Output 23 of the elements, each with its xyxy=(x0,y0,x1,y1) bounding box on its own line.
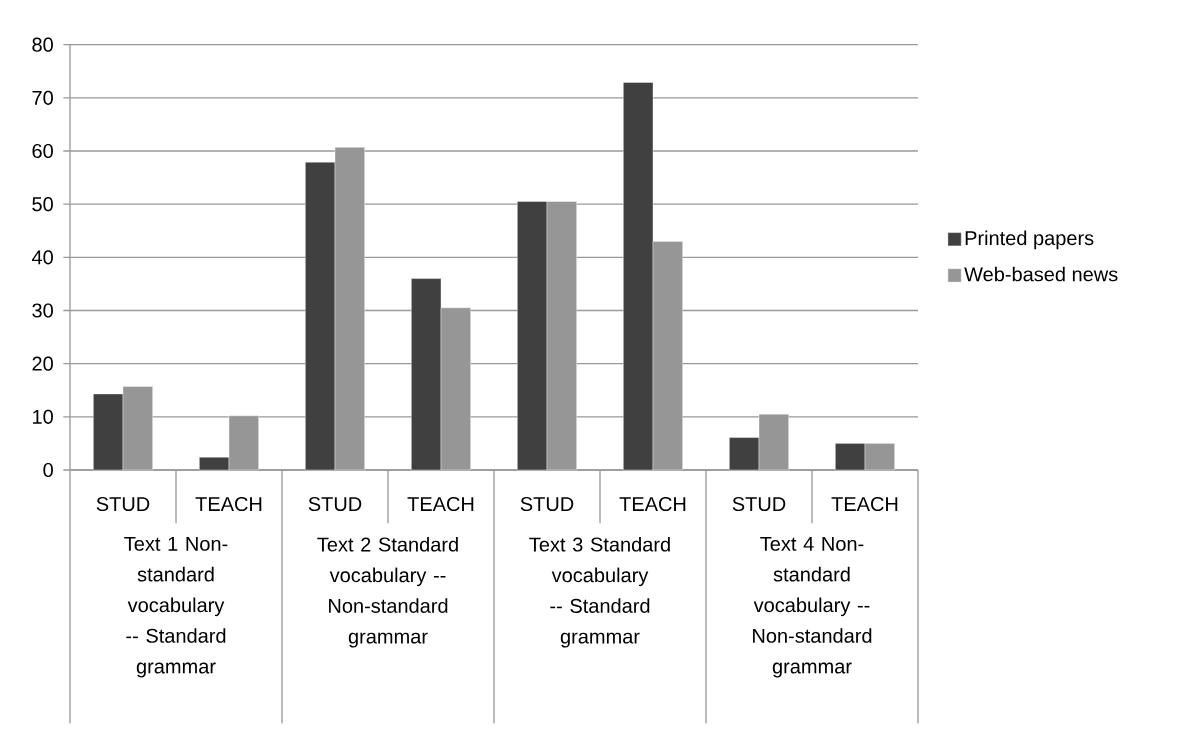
x-tick-label: STUD xyxy=(96,496,150,512)
y-tick-label: 80 xyxy=(32,37,53,52)
y-tick-label: 60 xyxy=(32,143,53,159)
x-tick-label: STUD xyxy=(308,496,362,512)
text: Text 2 Standard vocabulary -- Non-standard grammar xyxy=(317,536,458,648)
y-tick-label: 0 xyxy=(43,462,53,478)
legend-label: Printed papers xyxy=(965,230,1094,250)
x-tick-label: TEACH xyxy=(407,496,474,512)
text: Text 3 Standard vocabulary -- Standard grammar xyxy=(529,536,670,648)
y-tick-label: 40 xyxy=(31,250,53,265)
y-tick-label: 30 xyxy=(32,303,53,318)
x-tick-label: TEACH xyxy=(831,496,898,512)
legend-label: Web-based news xyxy=(964,266,1118,282)
y-tick-label: 50 xyxy=(32,197,53,212)
x-tick-label: STUD xyxy=(520,496,574,512)
x-tick-label: STUD xyxy=(732,496,786,512)
text: Text 4 Non-standard vocabulary -- Non-standard grammar xyxy=(753,536,872,678)
y-tick-label: 20 xyxy=(32,356,53,371)
x-tick-label: TEACH xyxy=(195,496,262,512)
x-tick-label: TEACH xyxy=(619,496,686,512)
text: Text 1 Non-standard vocabulary -- Standard grammar xyxy=(124,536,228,678)
y-tick-label: 70 xyxy=(32,90,53,105)
y-tick-label: 10 xyxy=(33,409,53,424)
